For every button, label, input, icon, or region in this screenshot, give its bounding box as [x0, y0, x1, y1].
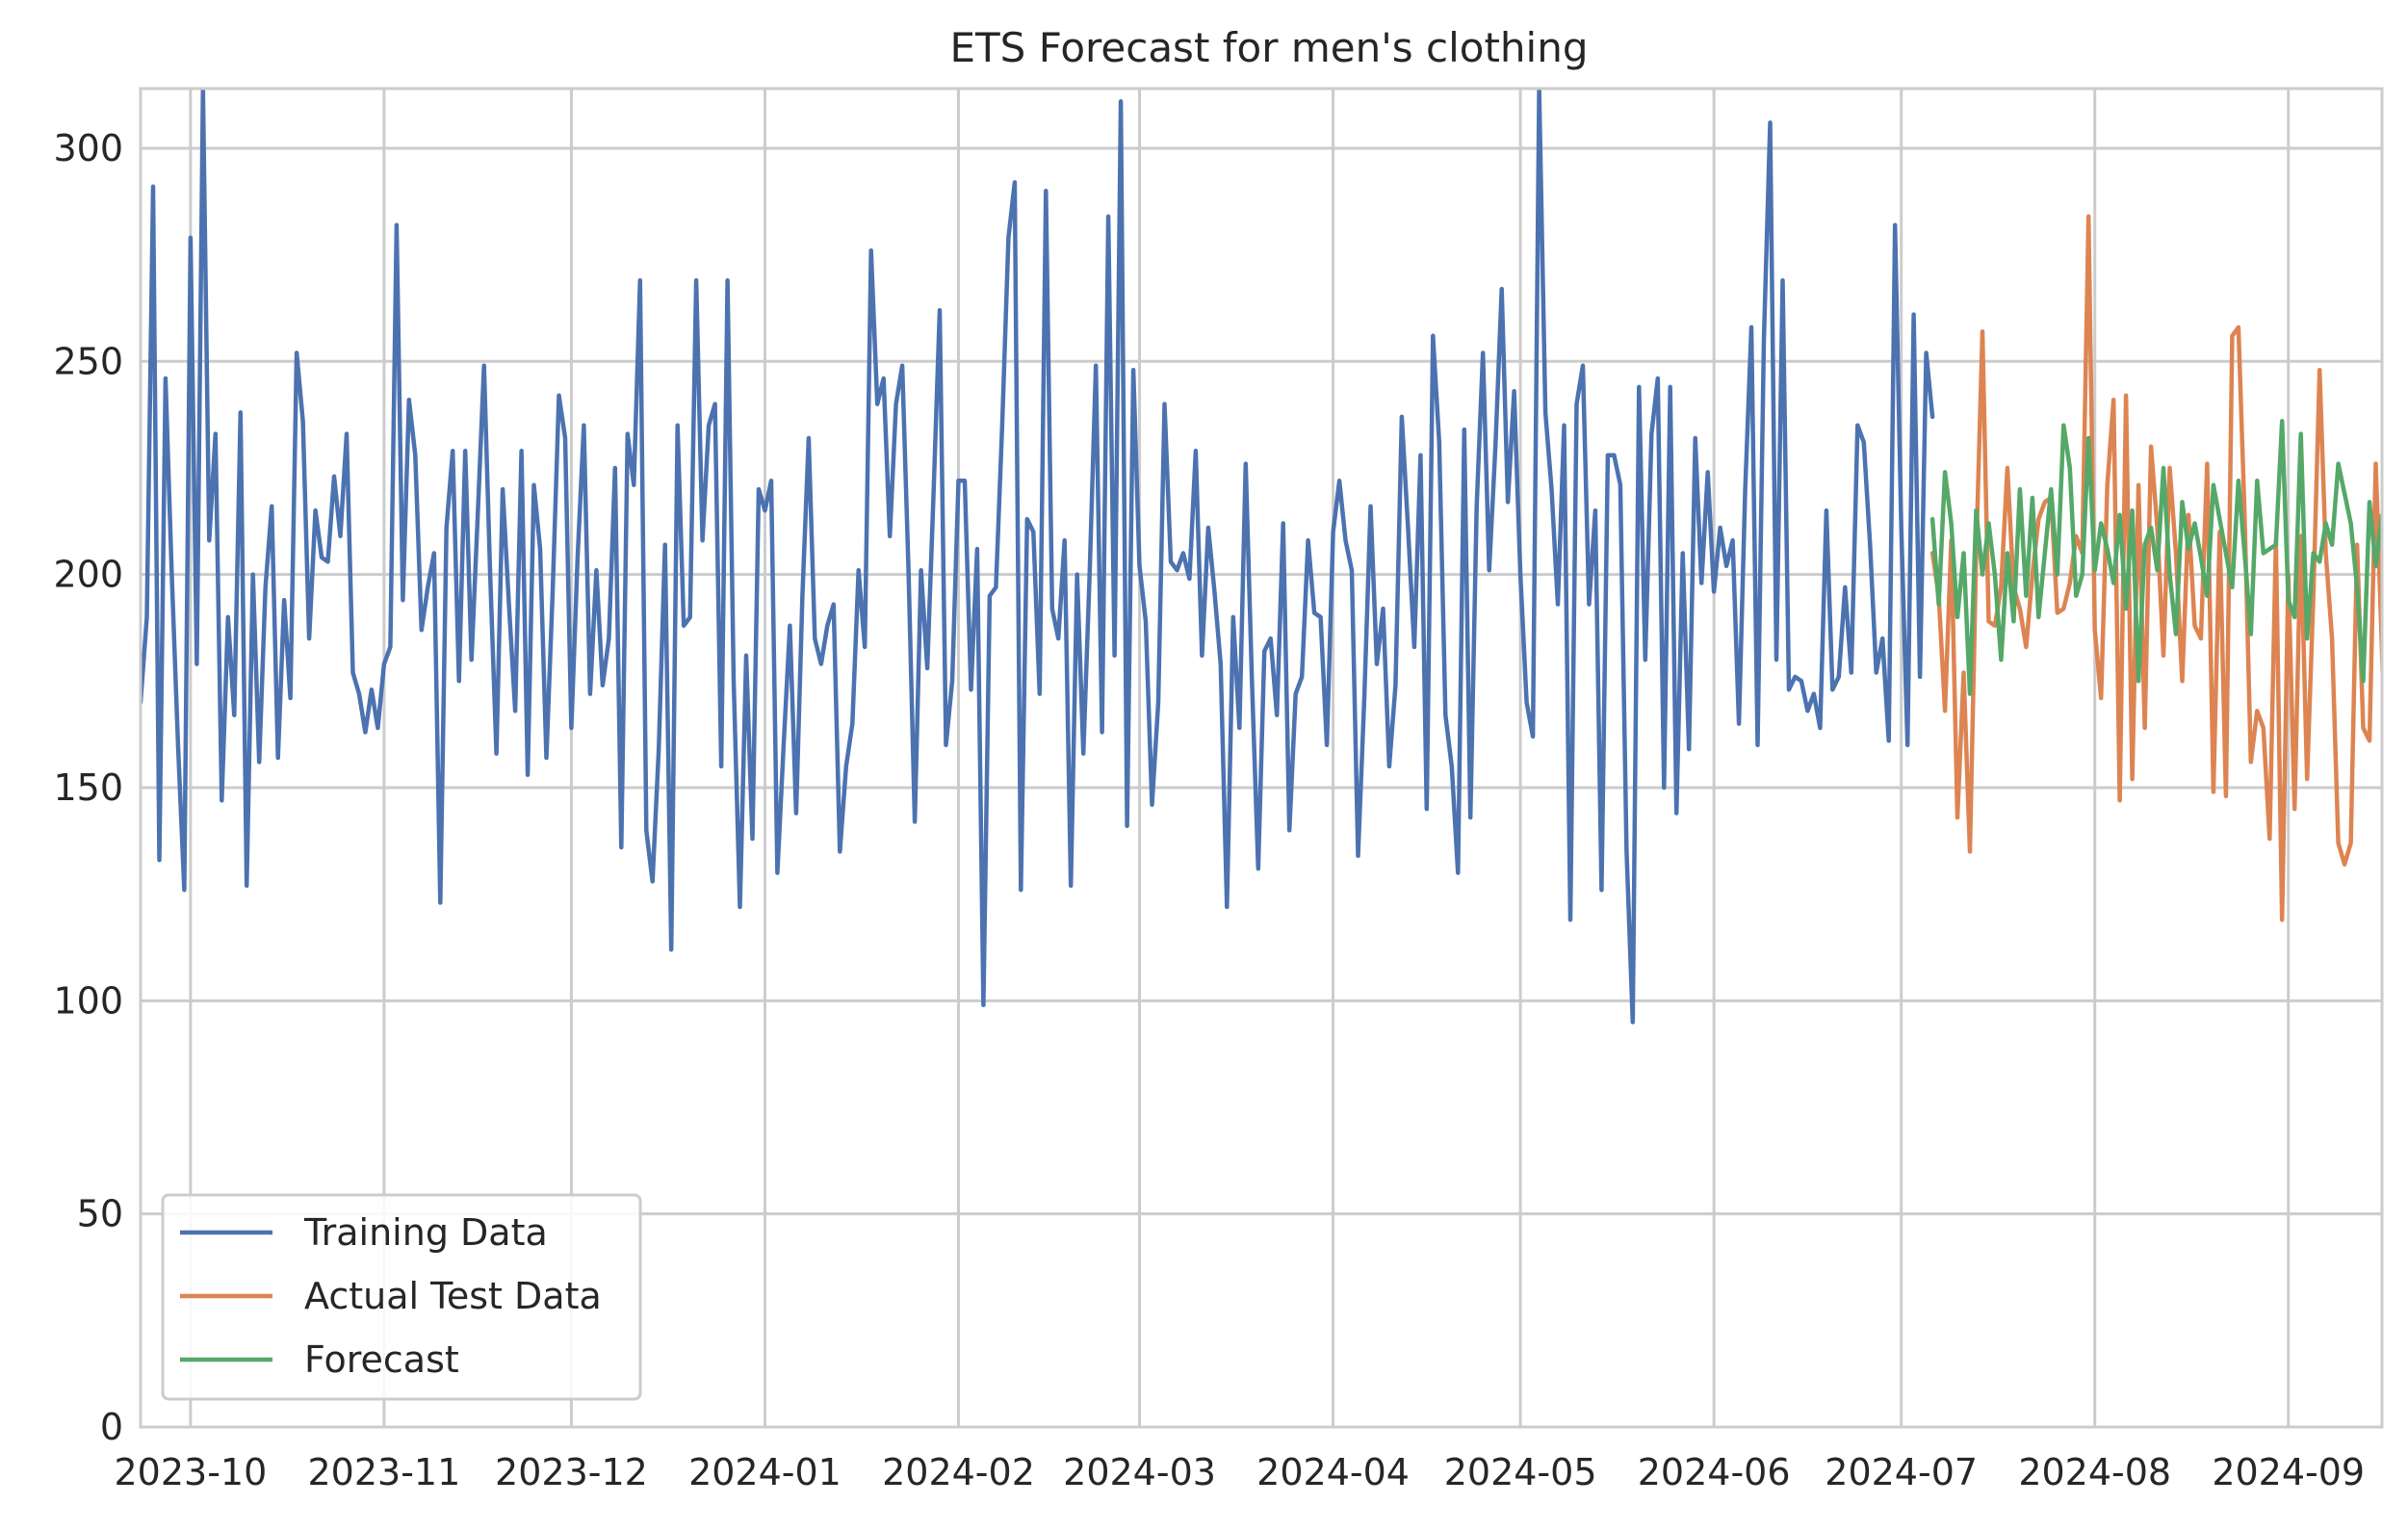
y-tick-label: 300 — [53, 127, 123, 169]
x-tick-label: 2024-06 — [1638, 1451, 1791, 1493]
x-tick-label: 2024-02 — [882, 1451, 1035, 1493]
legend: Training Data Actual Test Data Forecast — [161, 1193, 642, 1401]
x-tick-label: 2024-04 — [1256, 1451, 1410, 1493]
x-tick-label: 2024-03 — [1063, 1451, 1216, 1493]
y-tick-label: 0 — [100, 1406, 123, 1448]
legend-box — [161, 1193, 642, 1401]
x-tick-label: 2023-10 — [114, 1451, 267, 1493]
y-axis-ticks: 0 50 100 150 200 250 300 — [53, 127, 123, 1448]
y-tick-label: 200 — [53, 554, 123, 596]
y-tick-label: 50 — [77, 1193, 123, 1235]
plot-frame — [139, 87, 2384, 1429]
x-tick-label: 2024-07 — [1825, 1451, 1978, 1493]
legend-label: Training Data — [303, 1211, 548, 1254]
x-tick-label: 2024-05 — [1444, 1451, 1597, 1493]
x-tick-label: 2024-01 — [688, 1451, 842, 1493]
x-axis-ticks: 2023-10 2023-11 2023-12 2024-01 2024-02 2024-… — [114, 1451, 2365, 1493]
series-layer — [141, 89, 2382, 1025]
y-tick-label: 250 — [53, 340, 123, 382]
x-tick-label: 2024-09 — [2212, 1451, 2365, 1493]
x-tick-label: 2023-11 — [308, 1451, 461, 1493]
legend-label: Forecast — [304, 1338, 459, 1381]
legend-label: Actual Test Data — [304, 1275, 602, 1317]
series-group — [141, 89, 2382, 1025]
x-tick-label: 2024-08 — [2018, 1451, 2171, 1493]
series-line-forecast — [1929, 419, 2382, 696]
y-tick-label: 100 — [53, 979, 123, 1022]
series-line-training-data — [141, 89, 1935, 1025]
chart-title: ETS Forecast for men's clothing — [949, 24, 1588, 71]
x-tick-label: 2023-12 — [495, 1451, 648, 1493]
series-line-actual-test-data — [1929, 214, 2382, 922]
y-tick-label: 150 — [53, 766, 123, 809]
